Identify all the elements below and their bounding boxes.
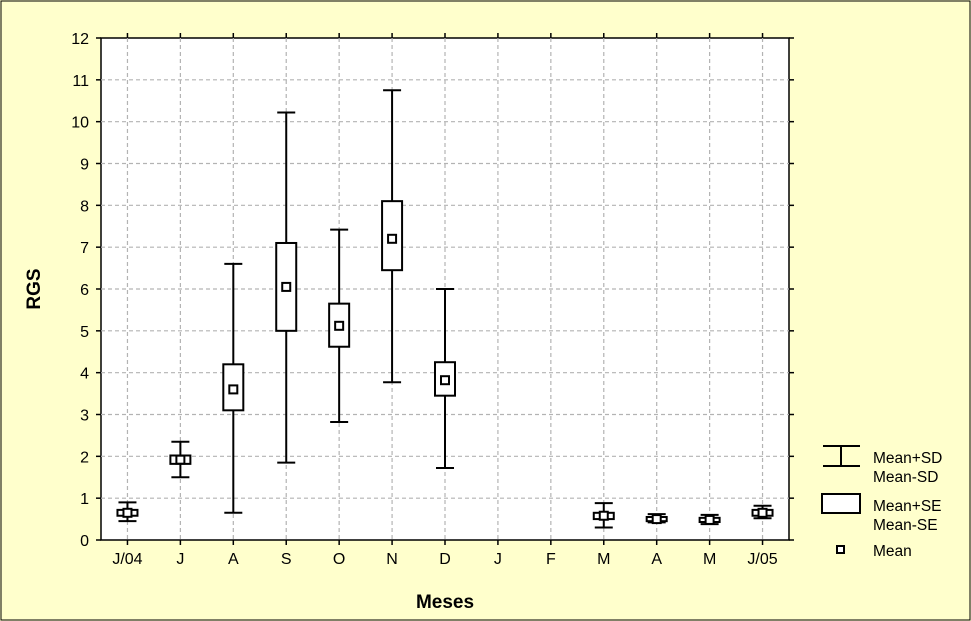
mean-marker [334, 320, 345, 331]
x-tick-label: J/05 [747, 551, 777, 568]
x-tick-label: O [333, 551, 345, 568]
y-axis-title: RGS [24, 268, 45, 309]
legend-se-upper-label: Mean+SE [873, 498, 942, 515]
legend-sd-upper-label: Mean+SD [873, 450, 942, 467]
y-tick-label: 9 [80, 157, 89, 174]
x-tick-label: F [546, 551, 556, 568]
y-tick-label: 11 [72, 73, 89, 90]
mean-marker [757, 507, 768, 518]
box-6 [434, 288, 456, 470]
mean-marker [175, 454, 186, 465]
legend-sd-lower-label: Mean-SD [873, 469, 938, 486]
mean-marker [122, 507, 133, 518]
y-tick-label: 8 [80, 198, 89, 215]
legend: Mean+SD Mean-SD Mean+SE Mean-SE Mean [821, 445, 942, 560]
box-2 [222, 262, 245, 514]
x-tick-label: S [281, 551, 292, 568]
x-tick-label: N [386, 551, 398, 568]
box-0 [116, 501, 139, 523]
x-tick-label: M [597, 551, 610, 568]
y-tick-label: 7 [80, 240, 89, 257]
box-1 [169, 440, 192, 479]
legend-mean-icon [836, 545, 845, 554]
mean-marker [651, 514, 662, 525]
y-tick-label: 5 [80, 324, 89, 341]
box-12 [751, 504, 774, 520]
y-tick-label: 3 [80, 408, 89, 425]
y-tick-label: 12 [71, 31, 89, 48]
x-axis-title: Meses [416, 592, 474, 613]
box-10 [645, 513, 668, 525]
legend-se-lower-label: Mean-SE [873, 517, 938, 534]
mean-marker [228, 384, 239, 395]
x-tick-label: J [494, 551, 502, 568]
legend-se-icon [821, 493, 861, 514]
data-marks [116, 89, 774, 529]
box-11 [698, 513, 721, 526]
mean-marker [387, 233, 398, 244]
mean-marker [281, 281, 292, 292]
box-4 [328, 228, 351, 424]
box-9 [592, 502, 615, 529]
legend-mean-label: Mean [873, 543, 912, 560]
mean-marker [440, 375, 450, 386]
y-tick-label: 2 [80, 449, 89, 466]
x-tick-label: A [228, 551, 239, 568]
x-tick-label: J [176, 551, 184, 568]
mean-marker [704, 514, 715, 525]
y-tick-label: 6 [80, 282, 89, 299]
y-tick-label: 10 [71, 115, 89, 132]
box-5 [381, 89, 404, 384]
x-tick-label: A [651, 551, 662, 568]
box-3 [275, 111, 298, 464]
x-tick-label: M [703, 551, 716, 568]
legend-sd-icon [823, 445, 860, 467]
x-tick-label: J/04 [112, 551, 142, 568]
x-axis-ticks: J/04 J A S O N D J F M A M J/05 [112, 33, 778, 568]
y-tick-label: 0 [80, 533, 89, 550]
x-tick-label: D [439, 551, 451, 568]
y-tick-label: 4 [80, 366, 89, 383]
mean-marker [598, 510, 609, 521]
y-tick-label: 1 [80, 491, 89, 508]
